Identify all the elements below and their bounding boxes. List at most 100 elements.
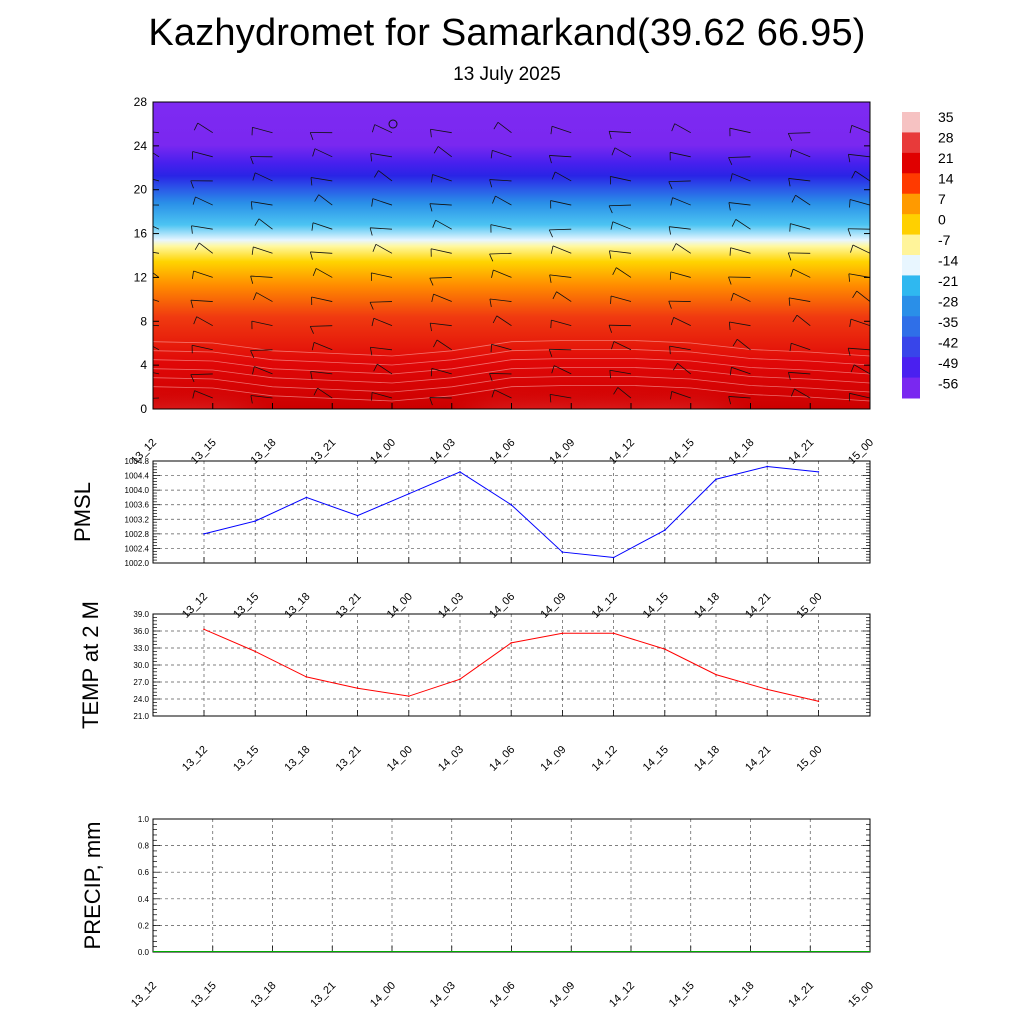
temp-y-tick-label: 39.0 <box>133 610 149 619</box>
wind-barb-flag <box>193 122 199 131</box>
precip-x-tick-label: 14_00 <box>368 980 398 1010</box>
wind-barb <box>668 180 691 183</box>
pmsl-data-point <box>510 503 512 506</box>
wind-barb-flag <box>310 371 313 380</box>
wind-barb-flag <box>669 346 671 355</box>
wind-barb <box>314 148 333 158</box>
colorbar-swatch <box>902 234 920 256</box>
wind-barb-flag <box>672 243 677 251</box>
wind-barb-flag <box>311 222 314 231</box>
heatmap-plot <box>153 102 870 409</box>
wind-barb <box>733 292 751 302</box>
colorbar-swatch <box>902 275 920 297</box>
precip-x-tick-label: 14_18 <box>727 980 757 1010</box>
wind-barb <box>153 345 160 351</box>
precip-x-tick-label: 15_00 <box>846 980 876 1010</box>
colorbar-swatch <box>902 193 920 215</box>
colorbar-swatch <box>902 295 920 317</box>
precip-y-tick-label: 0.2 <box>138 921 150 930</box>
heatmap-x-tick-label: 14_18 <box>727 437 757 467</box>
wind-barb-flag <box>789 223 791 232</box>
wind-barb <box>317 387 333 399</box>
precip-y-tick-label: 0.8 <box>138 842 150 851</box>
wind-barb <box>489 179 512 182</box>
colorbar-label: 28 <box>938 130 954 146</box>
wind-barb <box>253 246 273 254</box>
wind-barb <box>258 218 273 230</box>
temp-x-tick-label: 14_12 <box>590 744 620 774</box>
wind-barb <box>378 170 393 182</box>
wind-barb-flag <box>792 314 798 323</box>
pmsl-data-point <box>203 533 205 535</box>
precip-x-tick-label: 14_12 <box>607 980 637 1010</box>
wind-barb-flag <box>313 388 318 396</box>
colorbar-swatch <box>902 255 920 276</box>
wind-barb-flag <box>309 326 314 334</box>
wind-barb-flag <box>369 227 373 236</box>
wind-barb <box>191 225 213 230</box>
wind-barb <box>613 341 632 351</box>
wind-barb <box>373 317 393 327</box>
pmsl-y-tick-label: 1002.8 <box>125 530 150 539</box>
wind-barb-flag <box>312 268 317 277</box>
wind-barb-flag <box>849 199 851 208</box>
wind-barb-flag <box>732 339 738 347</box>
wind-barb-flag <box>250 201 253 210</box>
wind-barb <box>310 251 333 254</box>
colorbar-swatch <box>902 336 920 358</box>
colorbar-label: -35 <box>938 314 958 330</box>
pmsl-data-point <box>408 492 410 495</box>
pmsl-x-tick-label: 14_03 <box>436 591 466 621</box>
wind-barb <box>791 342 811 351</box>
wind-barb-flag <box>309 251 313 260</box>
temp-y-tick-label: 21.0 <box>133 712 149 721</box>
wind-barb <box>551 319 572 327</box>
wind-calm-marker <box>388 119 398 129</box>
colorbar-label: 21 <box>938 150 954 166</box>
wind-barb-flag <box>609 370 611 379</box>
pmsl-data-point <box>612 556 615 559</box>
wind-barb <box>788 371 811 375</box>
wind-barb <box>674 123 691 134</box>
wind-barb <box>310 177 333 182</box>
temp-data-point <box>356 687 359 690</box>
temp-x-tick-label: 13_21 <box>334 744 364 774</box>
wind-barb-flag <box>729 247 731 256</box>
wind-barb <box>436 339 452 351</box>
wind-barb <box>669 151 691 158</box>
wind-barb-flag <box>314 194 320 202</box>
wind-barb-flag <box>729 367 732 376</box>
wind-barb-flag <box>668 181 673 190</box>
wind-barb <box>191 344 213 351</box>
colorbar-swatch <box>902 112 920 133</box>
wind-barb <box>430 322 452 327</box>
wind-barb-flag <box>252 366 255 375</box>
wind-barb <box>549 155 572 158</box>
wind-barb <box>250 395 273 399</box>
wind-barb <box>556 291 572 302</box>
precip-x-tick-label: 13_12 <box>129 980 159 1010</box>
colorbar-label: 35 <box>938 109 954 125</box>
wind-barb <box>315 268 333 278</box>
wind-barb <box>550 200 572 206</box>
wind-barb <box>675 243 691 254</box>
wind-barb-flag <box>431 294 434 303</box>
wind-barb <box>374 124 393 134</box>
wind-barb-flag <box>250 395 253 404</box>
temp-y-tick-label: 30.0 <box>133 661 149 670</box>
wind-barb <box>669 226 691 230</box>
wind-barb <box>489 298 512 302</box>
wind-barb <box>196 316 213 327</box>
wind-barb <box>251 320 273 327</box>
wind-barb <box>429 203 452 206</box>
pmsl-y-tick-label: 1002.0 <box>125 559 150 568</box>
wind-barb <box>788 132 811 134</box>
wind-barb <box>250 275 273 278</box>
wind-barb-flag <box>851 170 856 179</box>
pmsl-x-tick-label: 15_00 <box>794 591 824 621</box>
wind-barb-flag <box>791 195 796 203</box>
wind-barb <box>197 122 213 134</box>
wind-barb-flag <box>787 252 792 261</box>
colorbar-label: -56 <box>938 376 958 392</box>
wind-barb <box>370 227 393 230</box>
